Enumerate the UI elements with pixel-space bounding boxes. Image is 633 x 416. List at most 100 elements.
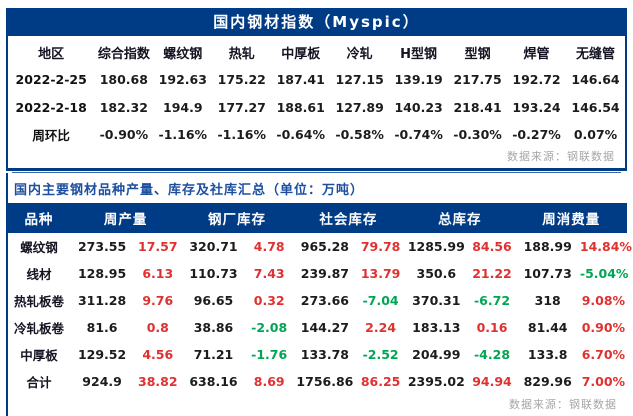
inventory-table-header: 品种 周产量 钢厂库存 社会库存 总库存 周消费量 — [8, 203, 627, 233]
table-row: 2022-2-25 180.68 192.63 175.22 187.41 127.15 1… — [8, 65, 625, 93]
value-cell: 924.9 — [82, 374, 122, 389]
wow-change-cell: -1.16% — [158, 126, 208, 142]
change-cell: 13.79 — [360, 266, 401, 281]
value-cell: 129.52 — [77, 347, 127, 362]
change-cell: -7.04 — [362, 293, 399, 308]
value-cell: 311.28 — [77, 293, 127, 308]
value-cell: 144.27 — [300, 320, 350, 335]
table-header-row: 地区 综合指数 螺纹钢 热轧 中厚板 冷轧 H型钢 型钢 焊管 无缝管 — [8, 36, 625, 65]
value-cell: 273.55 — [77, 239, 127, 254]
change-cell: 4.78 — [253, 239, 285, 254]
date-cell: 2022-2-25 — [15, 71, 87, 87]
myspic-index-section: 国内钢材指数（Myspic） 地区 综合指数 螺纹钢 热轧 中厚板 冷轧 H型钢 型钢 焊管 无缝… — [6, 8, 627, 171]
value-cell: 318 — [534, 293, 561, 308]
change-cell: 84.56 — [472, 239, 512, 254]
variety-name-cell: 合计 — [26, 375, 52, 390]
column-header: 中厚板 — [281, 46, 321, 62]
table-row: 2022-2-18 182.32 194.9 177.27 188.61 127.89 14… — [8, 93, 625, 121]
value-cell: 188.99 — [523, 239, 572, 254]
column-header: 钢厂库存 — [208, 212, 266, 228]
change-cell: -4.28 — [473, 347, 511, 362]
change-cell: 6.13 — [142, 266, 174, 281]
value-cell: 183.13 — [412, 320, 461, 335]
value-cell: 350.6 — [416, 266, 457, 281]
change-cell: 4.56 — [142, 347, 174, 362]
column-header: 无缝管 — [575, 46, 615, 62]
index-value-cell: 188.61 — [276, 99, 325, 115]
change-cell: 0.90% — [581, 320, 626, 335]
wow-change-cell: -0.58% — [335, 126, 384, 142]
column-header: 社会库存 — [319, 212, 378, 228]
myspic-table: 地区 综合指数 螺纹钢 热轧 中厚板 冷轧 H型钢 型钢 焊管 无缝管 2022-2-25 180.6… — [8, 36, 625, 147]
index-value-cell: 177.27 — [217, 99, 266, 115]
wow-change-cell: -0.30% — [453, 126, 502, 142]
change-cell: 0.16 — [476, 320, 508, 335]
value-cell: 133.8 — [527, 347, 568, 362]
change-cell: -2.08 — [251, 320, 288, 335]
value-cell: 370.31 — [412, 293, 461, 308]
index-value-cell: 180.68 — [99, 71, 148, 87]
wow-change-cell: -0.27% — [512, 126, 561, 142]
value-cell: 965.28 — [300, 239, 350, 254]
value-cell: 38.86 — [193, 320, 234, 335]
index-value-cell: 193.24 — [512, 99, 561, 115]
value-cell: 81.6 — [86, 320, 118, 335]
index-value-cell: 194.9 — [163, 99, 203, 115]
index-value-cell: 175.22 — [217, 71, 266, 87]
change-cell: -6.72 — [473, 293, 511, 308]
value-cell: 71.21 — [193, 347, 234, 362]
table-row: 螺纹钢 273.55 17.57 320.71 4.78 965.28 79.78 1285.… — [8, 233, 632, 260]
change-cell: 7.00% — [581, 374, 626, 389]
change-cell: 21.22 — [472, 266, 512, 281]
index-value-cell: 192.63 — [158, 71, 207, 87]
variety-name-cell: 冷轧板卷 — [13, 321, 64, 336]
change-cell: 17.57 — [138, 239, 178, 254]
data-source-note: 数据来源：钢联数据 — [509, 398, 617, 411]
change-cell: -2.52 — [362, 347, 399, 362]
wow-label-cell: 周环比 — [32, 127, 70, 143]
myspic-section-title: 国内钢材指数（Myspic） — [8, 8, 625, 36]
inventory-table-body: 螺纹钢 273.55 17.57 320.71 4.78 965.28 79.78 1285.… — [8, 233, 632, 395]
column-header: H型钢 — [400, 46, 438, 62]
index-value-cell: 127.15 — [335, 71, 384, 87]
column-header: 地区 — [38, 46, 65, 62]
change-cell: 86.25 — [360, 374, 401, 389]
wow-change-cell: -0.90% — [99, 126, 149, 142]
table-row: 线材 128.95 6.13 110.73 7.43 239.87 13.79 350.6 21… — [8, 260, 629, 287]
value-cell: 133.78 — [300, 347, 350, 362]
change-cell: -5.04% — [579, 266, 629, 281]
change-cell: 9.76 — [142, 293, 174, 308]
change-cell: 9.08% — [581, 293, 626, 308]
table-row: 中厚板 129.52 4.56 71.21 -1.76 133.78 -2.52 204.99… — [8, 341, 627, 368]
variety-name-cell: 热轧板卷 — [13, 294, 64, 309]
column-header: 品种 — [24, 212, 54, 228]
index-value-cell: 182.32 — [99, 99, 148, 115]
wow-change-cell: -0.64% — [276, 126, 325, 142]
change-cell: 0.8 — [146, 320, 169, 335]
date-cell: 2022-2-18 — [15, 99, 87, 115]
index-value-cell: 218.41 — [453, 99, 502, 115]
change-cell: 7.43 — [253, 266, 285, 281]
column-header: 周消费量 — [542, 212, 601, 228]
value-cell: 204.99 — [412, 347, 461, 362]
value-cell: 1285.99 — [407, 239, 465, 254]
value-cell: 96.65 — [193, 293, 234, 308]
value-cell: 239.87 — [300, 266, 350, 281]
column-header: 周产量 — [103, 212, 148, 228]
index-value-cell: 140.23 — [394, 99, 443, 115]
column-header: 螺纹钢 — [163, 46, 203, 62]
production-inventory-section: 国内主要钢材品种产量、库存及社库汇总（单位：万吨） 品种 周产量 钢厂库存 社会库存 总… — [6, 173, 632, 416]
value-cell: 273.66 — [300, 293, 350, 308]
change-cell: 14.84% — [579, 239, 632, 254]
value-cell: 128.95 — [77, 266, 127, 281]
index-value-cell: 127.89 — [335, 99, 384, 115]
index-value-cell: 187.41 — [276, 71, 325, 87]
variety-name-cell: 螺纹钢 — [20, 240, 58, 255]
value-cell: 81.44 — [527, 320, 568, 335]
column-header: 热轧 — [228, 46, 255, 62]
value-cell: 110.73 — [189, 266, 238, 281]
table-row: 合计 924.9 38.82 638.16 8.69 1756.86 86.25 2395.0… — [8, 368, 627, 395]
value-cell: 320.71 — [189, 239, 238, 254]
table-row: 热轧板卷 311.28 9.76 96.65 0.32 273.66 -7.04 370.31… — [8, 287, 627, 314]
